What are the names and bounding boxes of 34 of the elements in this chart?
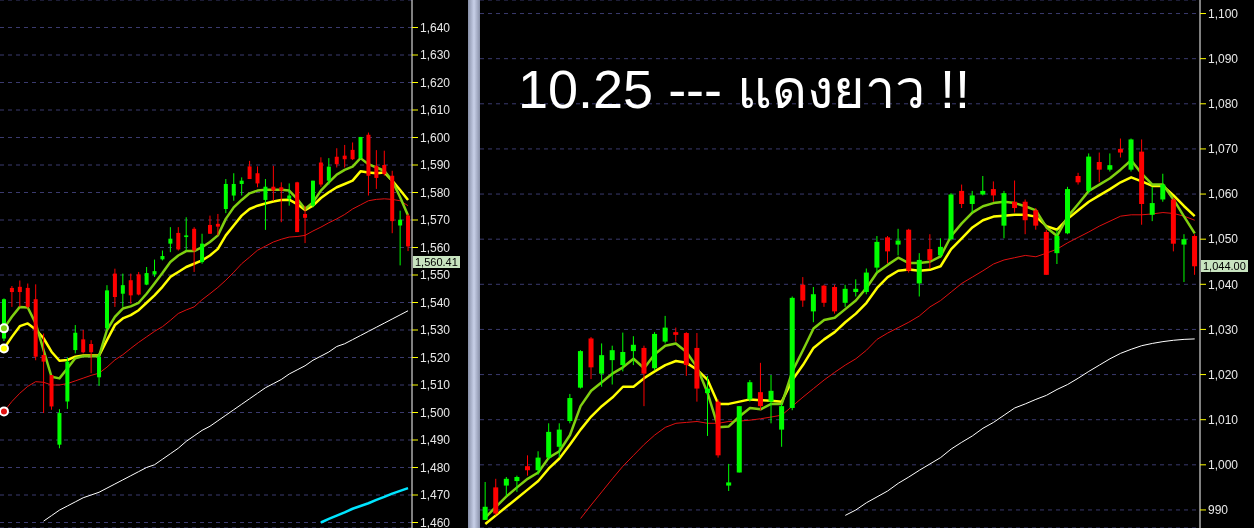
y-tick-label: 1,090 (1208, 51, 1239, 66)
y-tick-label: 1,520 (420, 350, 451, 365)
y-tick-label: 1,620 (420, 75, 451, 90)
y-tick-label: 1,590 (420, 158, 451, 173)
y-tick-label: 1,010 (1208, 412, 1239, 427)
text: 1,044.00 (1201, 260, 1248, 273)
y-tick-label: 1,510 (420, 378, 451, 393)
y-tick-label: 1,540 (420, 295, 451, 310)
y-tick-label: 990 (1208, 503, 1229, 518)
y-tick-label: 1,560 (420, 240, 451, 255)
y-tick-label: 1,460 (420, 515, 451, 528)
y-tick-label: 1,630 (420, 48, 451, 63)
y-tick-label: 1,000 (1208, 458, 1239, 473)
y-tick-label: 1,070 (1208, 142, 1239, 157)
text: 1,560.41 (413, 255, 460, 268)
y-tick-label: 1,500 (420, 405, 451, 420)
y-tick-label: 1,080 (1208, 97, 1239, 112)
y-tick-label: 1,640 (420, 20, 451, 35)
y-tick-label: 1,490 (420, 433, 451, 448)
y-tick-label: 1,060 (1208, 187, 1239, 202)
y-tick-label: 1,570 (420, 213, 451, 228)
y-tick-label: 1,100 (1208, 6, 1239, 21)
y-tick-label: 1,550 (420, 268, 451, 283)
y-tick-label: 1,600 (420, 130, 451, 145)
y-tick-label: 1,580 (420, 185, 451, 200)
y-tick-label: 1,480 (420, 460, 451, 475)
y-tick-label: 1,040 (1208, 277, 1239, 292)
y-tick-label: 1,530 (420, 323, 451, 338)
y-tick-label: 1,050 (1208, 232, 1239, 247)
y-tick-label: 1,470 (420, 488, 451, 503)
y-tick-label: 1,610 (420, 103, 451, 118)
y-tick-label: 1,020 (1208, 367, 1239, 382)
text: 10.25 --- แดงยาว !! (518, 58, 971, 121)
y-tick-label: 1,030 (1208, 322, 1239, 337)
